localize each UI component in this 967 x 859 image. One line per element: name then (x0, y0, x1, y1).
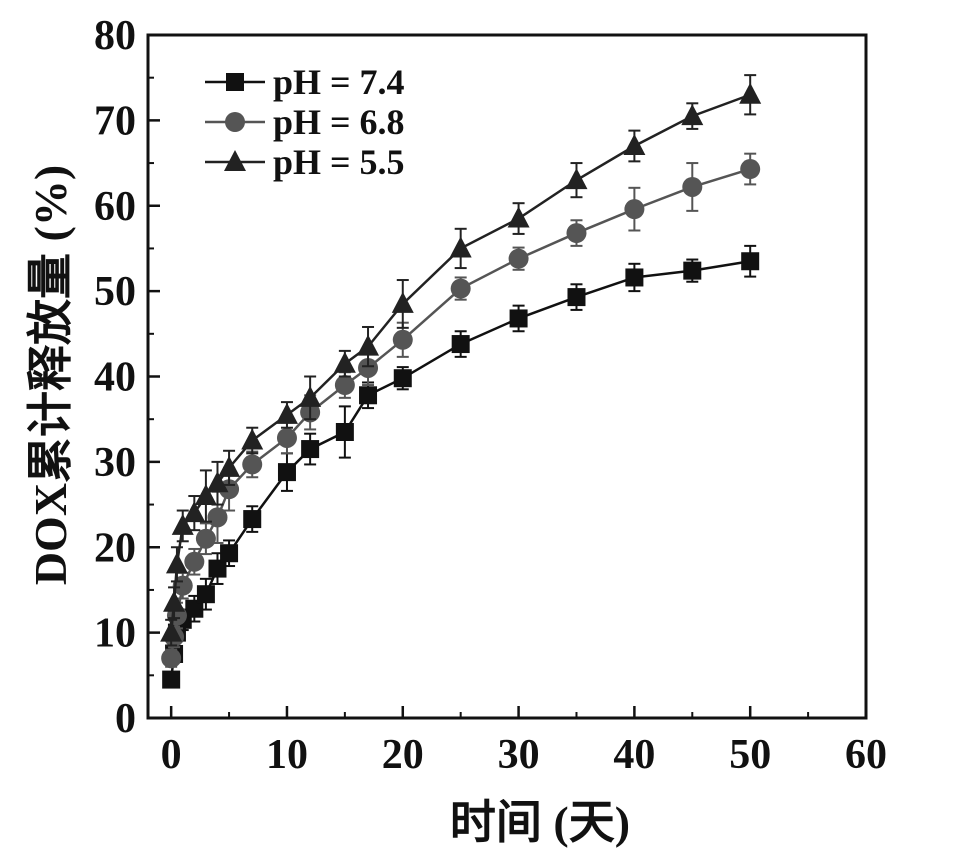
data-point (683, 261, 702, 280)
data-point (183, 501, 206, 523)
x-tick-label: 10 (266, 732, 308, 778)
series-line (169, 93, 751, 633)
y-tick-label: 0 (115, 696, 136, 742)
legend-item: pH = 6.8 (205, 102, 405, 142)
legend-marker (226, 73, 244, 91)
data-point (275, 402, 298, 424)
data-point (508, 248, 529, 269)
data-point (393, 369, 412, 388)
data-point (625, 268, 644, 287)
data-point (241, 428, 264, 450)
y-tick-label: 10 (94, 611, 136, 657)
data-point (623, 133, 646, 155)
data-point (740, 159, 761, 180)
y-tick-label: 20 (94, 525, 136, 571)
data-point (358, 357, 379, 378)
data-point (681, 104, 704, 126)
y-tick-label: 50 (94, 269, 136, 315)
data-point (391, 291, 414, 313)
series-triangle (160, 74, 762, 647)
data-point (276, 427, 297, 448)
data-point (207, 507, 228, 528)
plot-frame (146, 33, 868, 720)
data-point (194, 484, 217, 506)
data-point (741, 252, 760, 271)
data-point (565, 168, 588, 190)
x-tick-label: 30 (498, 732, 540, 778)
legend-item: pH = 7.4 (205, 62, 405, 102)
data-point (739, 82, 762, 104)
data-point (449, 236, 472, 258)
y-tick-label: 30 (94, 440, 136, 486)
data-point (450, 278, 471, 299)
data-point (162, 670, 181, 689)
x-axis: 0 10 20 30 40 50 60 (161, 706, 887, 778)
data-point (357, 334, 380, 356)
x-tick-label: 50 (729, 732, 771, 778)
data-point (242, 454, 263, 475)
legend-label: pH = 5.5 (273, 142, 405, 182)
y-axis: 0 10 20 30 40 50 60 70 80 (94, 13, 160, 742)
data-point (451, 335, 470, 354)
data-point (335, 422, 354, 441)
legend-item: pH = 5.5 (205, 142, 405, 182)
data-point (509, 309, 528, 328)
data-point (208, 559, 227, 578)
series-layer (160, 74, 762, 689)
data-point (507, 206, 530, 228)
data-point (218, 455, 241, 477)
data-point (161, 648, 182, 669)
series-square (162, 244, 760, 689)
data-point (184, 551, 205, 572)
data-point (196, 585, 215, 604)
data-point (195, 528, 216, 549)
y-tick-label: 70 (94, 98, 136, 144)
data-point (301, 440, 320, 459)
data-point (185, 599, 204, 618)
legend-marker (224, 150, 246, 171)
legend-marker (225, 112, 245, 132)
data-point (392, 329, 413, 350)
x-tick-label: 0 (161, 732, 182, 778)
x-tick-label: 40 (613, 732, 655, 778)
data-point (206, 471, 229, 493)
data-point (567, 288, 586, 307)
x-axis-title: 时间 (天) (450, 797, 630, 848)
data-point (243, 510, 262, 529)
data-point (220, 544, 239, 563)
data-point (299, 385, 322, 407)
data-point (566, 223, 587, 244)
data-point (334, 375, 355, 396)
legend: pH = 7.4pH = 6.8pH = 5.5 (205, 62, 405, 182)
data-point (359, 386, 378, 405)
data-point (171, 513, 194, 535)
data-point (163, 590, 186, 612)
data-point (624, 199, 645, 220)
data-point (333, 351, 356, 373)
data-point (682, 176, 703, 197)
x-tick-label: 20 (382, 732, 424, 778)
y-tick-label: 80 (94, 13, 136, 59)
legend-label: pH = 7.4 (273, 62, 405, 102)
data-point (160, 620, 183, 642)
data-point (277, 463, 296, 482)
y-tick-label: 40 (94, 355, 136, 401)
legend-label: pH = 6.8 (273, 102, 405, 142)
y-axis-title: DOX累计释放量 (%) (25, 165, 76, 585)
x-tick-label: 60 (845, 732, 887, 778)
data-point (165, 552, 188, 574)
y-tick-label: 60 (94, 184, 136, 230)
